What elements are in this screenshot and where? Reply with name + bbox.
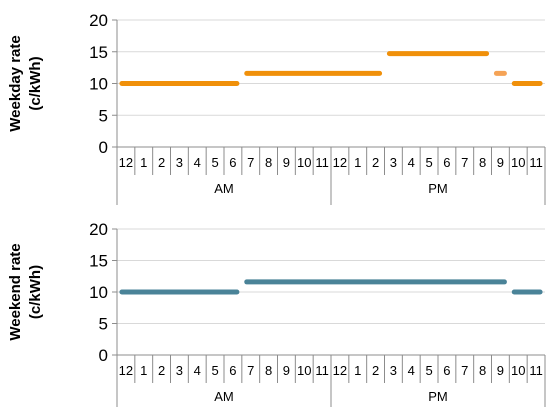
x-tick-label: 8 bbox=[479, 155, 486, 170]
x-tick-label: 3 bbox=[390, 155, 397, 170]
x-tick-label: 1 bbox=[354, 363, 361, 378]
x-tick-label: 9 bbox=[497, 155, 504, 170]
x-tick-label: 2 bbox=[372, 155, 379, 170]
y-tick-label: 0 bbox=[99, 346, 108, 365]
y-axis-unit: (c/kWh) bbox=[27, 56, 44, 110]
x-tick-label: 9 bbox=[283, 363, 290, 378]
x-tick-label: 8 bbox=[265, 155, 272, 170]
x-tick-label: 2 bbox=[372, 363, 379, 378]
y-axis-unit: (c/kWh) bbox=[27, 265, 44, 319]
x-tick-label: 9 bbox=[283, 155, 290, 170]
x-tick-label: 10 bbox=[511, 155, 525, 170]
x-tick-label: 11 bbox=[315, 155, 329, 170]
y-tick-label: 20 bbox=[89, 220, 108, 239]
x-tick-label: 12 bbox=[119, 363, 133, 378]
x-tick-label: 8 bbox=[479, 363, 486, 378]
y-axis-title: Weekday rate bbox=[7, 35, 24, 131]
x-group-label: PM bbox=[428, 389, 448, 404]
y-tick-label: 15 bbox=[89, 252, 108, 271]
x-tick-label: 10 bbox=[297, 155, 311, 170]
x-tick-label: 9 bbox=[497, 363, 504, 378]
x-tick-label: 12 bbox=[333, 155, 347, 170]
x-tick-label: 8 bbox=[265, 363, 272, 378]
y-tick-label: 10 bbox=[89, 75, 108, 94]
x-tick-label: 11 bbox=[315, 363, 329, 378]
x-group-label: PM bbox=[428, 181, 448, 196]
x-tick-label: 11 bbox=[529, 363, 543, 378]
y-tick-label: 10 bbox=[89, 283, 108, 302]
x-tick-label: 6 bbox=[443, 155, 450, 170]
x-tick-label: 5 bbox=[211, 155, 218, 170]
x-tick-label: 10 bbox=[511, 363, 525, 378]
x-tick-label: 3 bbox=[176, 155, 183, 170]
x-tick-label: 5 bbox=[425, 155, 432, 170]
x-tick-label: 1 bbox=[140, 155, 147, 170]
x-tick-label: 6 bbox=[443, 363, 450, 378]
y-tick-label: 20 bbox=[89, 11, 108, 30]
x-tick-label: 3 bbox=[390, 363, 397, 378]
x-tick-label: 1 bbox=[354, 155, 361, 170]
x-tick-label: 4 bbox=[194, 155, 201, 170]
x-tick-label: 5 bbox=[425, 363, 432, 378]
x-tick-label: 10 bbox=[297, 363, 311, 378]
x-tick-label: 7 bbox=[247, 155, 254, 170]
x-tick-label: 1 bbox=[140, 363, 147, 378]
x-tick-label: 12 bbox=[333, 363, 347, 378]
x-tick-label: 4 bbox=[408, 155, 415, 170]
y-axis-title: Weekend rate bbox=[7, 243, 24, 340]
y-tick-label: 5 bbox=[99, 315, 108, 334]
x-tick-label: 7 bbox=[461, 155, 468, 170]
y-tick-label: 0 bbox=[99, 138, 108, 157]
x-tick-label: 7 bbox=[461, 363, 468, 378]
y-tick-label: 15 bbox=[89, 43, 108, 62]
x-tick-label: 3 bbox=[176, 363, 183, 378]
x-tick-label: 6 bbox=[229, 363, 236, 378]
x-tick-label: 4 bbox=[194, 363, 201, 378]
x-group-label: AM bbox=[214, 389, 234, 404]
x-tick-label: 12 bbox=[119, 155, 133, 170]
x-tick-label: 6 bbox=[229, 155, 236, 170]
x-tick-label: 5 bbox=[211, 363, 218, 378]
x-tick-label: 11 bbox=[529, 155, 543, 170]
x-tick-label: 4 bbox=[408, 363, 415, 378]
x-tick-label: 2 bbox=[158, 155, 165, 170]
x-tick-label: 7 bbox=[247, 363, 254, 378]
x-group-label: AM bbox=[214, 181, 234, 196]
y-tick-label: 5 bbox=[99, 106, 108, 125]
x-tick-label: 2 bbox=[158, 363, 165, 378]
